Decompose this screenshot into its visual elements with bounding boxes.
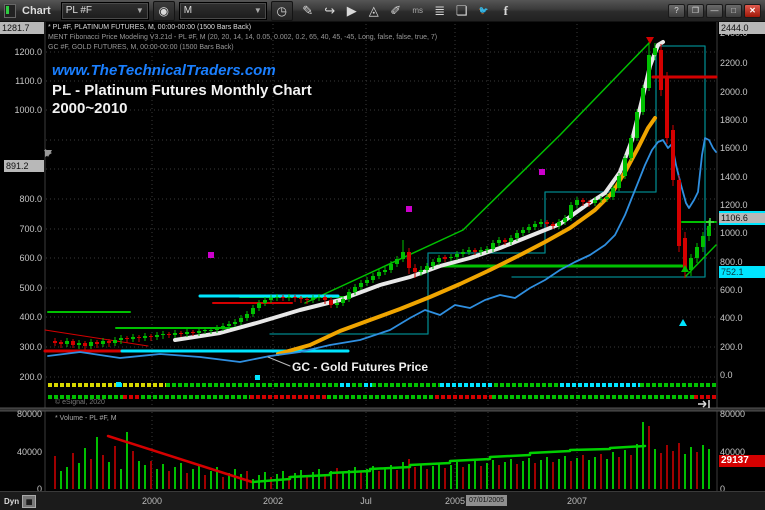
volume-green-trendline bbox=[251, 444, 647, 484]
axis-label: 0 bbox=[36, 484, 42, 494]
app-window-icon bbox=[4, 3, 16, 18]
facebook-tool[interactable]: f bbox=[503, 2, 508, 18]
time-template-button[interactable]: ◷ bbox=[270, 0, 293, 21]
volume-red-trendline bbox=[106, 434, 254, 484]
axis-label: 400.0 bbox=[19, 312, 42, 322]
axis-label: 2200.0 bbox=[720, 58, 748, 68]
markers bbox=[44, 37, 714, 387]
axis-label: 2000.0 bbox=[720, 87, 748, 97]
chart-title: PL - Platinum Futures Monthly Chart 2000… bbox=[52, 82, 312, 117]
axis-label: 700.0 bbox=[19, 224, 42, 234]
axis-label: 800.0 bbox=[19, 194, 42, 204]
orange-ma-line bbox=[276, 116, 657, 356]
cyan-lines bbox=[120, 294, 350, 353]
help-button[interactable]: ? bbox=[668, 3, 685, 18]
white-ma-line bbox=[173, 40, 665, 342]
axis-label: 80000 bbox=[720, 409, 746, 419]
symbol-header-line: * PL #F, PLATINUM FUTURES, M, 00:00-00:0… bbox=[48, 24, 252, 31]
axis-label: 1000.0 bbox=[720, 228, 748, 238]
left-last-price-box: 1281.7 bbox=[0, 22, 44, 34]
axis-label: 400.0 bbox=[720, 313, 743, 323]
axis-label: 300.0 bbox=[19, 342, 42, 352]
axis-label: 80000 bbox=[16, 409, 42, 419]
gold-futures-line bbox=[47, 137, 717, 363]
time-cursor-box: 07/01/2005 bbox=[466, 495, 508, 506]
symbol-header-line: MENT Fibonacci Price Modeling V3.21d - P… bbox=[48, 34, 438, 41]
dyn-button[interactable]: Dyn ▦ bbox=[4, 495, 37, 508]
gold-annotation: GC - Gold Futures Price bbox=[292, 360, 429, 374]
ms-tool[interactable]: ms bbox=[412, 6, 424, 15]
list-tool[interactable]: ≣ bbox=[434, 2, 446, 18]
signal-dot-rows bbox=[48, 383, 716, 399]
axis-label: 1600.0 bbox=[720, 143, 748, 153]
axis-label: 0.0 bbox=[720, 370, 733, 380]
axis-label: 1800.0 bbox=[720, 115, 748, 125]
axis-label: 200.0 bbox=[720, 342, 743, 352]
time-axis-label: 2002 bbox=[262, 496, 284, 506]
time-axis-label: Jul bbox=[360, 496, 372, 506]
goto-end-icon bbox=[698, 400, 710, 408]
axis-label: 40000 bbox=[720, 447, 746, 457]
restore-button[interactable]: ❐ bbox=[687, 3, 704, 18]
chevron-down-icon: ▼ bbox=[253, 6, 262, 15]
axis-label: 1000.0 bbox=[14, 105, 42, 115]
target-icon: ◉ bbox=[158, 3, 169, 18]
volume-last-box: 29137 bbox=[719, 455, 765, 467]
drawing-tools: ✎ ↪ ▶ ◬ ✐ ms ≣ ❏ 🐦 f bbox=[297, 2, 517, 20]
red-lines bbox=[43, 75, 718, 353]
twitter-tool[interactable]: 🐦 bbox=[478, 6, 489, 15]
fib-level-price-box: 752.1 bbox=[719, 266, 765, 278]
play-tool[interactable]: ▶ bbox=[346, 2, 357, 18]
toolbar: Chart PL #F ▼ ◉ M ▼ ◷ ✎ ↪ ▶ ◬ ✐ ms ≣ ❏ 🐦 f ? ❐ — □ ✕ bbox=[0, 0, 765, 22]
volume-study-label: * Volume - PL #F, M bbox=[55, 415, 117, 422]
time-axis-label: 2007 bbox=[566, 496, 588, 506]
axis-label: 40000 bbox=[16, 447, 42, 457]
axis-label: 1200.0 bbox=[14, 47, 42, 57]
minimize-button[interactable]: — bbox=[706, 3, 723, 18]
close-button[interactable]: ✕ bbox=[744, 3, 761, 18]
axis-label: 1100.0 bbox=[15, 76, 42, 86]
maximize-button[interactable]: □ bbox=[725, 3, 742, 18]
alert-tool[interactable]: ◬ bbox=[368, 2, 379, 18]
axis-label: 500.0 bbox=[19, 283, 42, 293]
symbol-header-line: GC #F, GOLD FUTURES, M, 00:00-00:00 (150… bbox=[48, 44, 234, 51]
left-indicator-price-box: 891.2 bbox=[4, 160, 44, 172]
redo-tool[interactable]: ↪ bbox=[324, 2, 336, 18]
axis-label: 1400.0 bbox=[720, 172, 748, 182]
chevron-down-icon: ▼ bbox=[135, 6, 144, 15]
chat-tool[interactable]: ❏ bbox=[455, 2, 468, 18]
annotation-pointer bbox=[267, 356, 291, 367]
watermark-link[interactable]: www.TheTechnicalTraders.com bbox=[52, 62, 276, 79]
time-axis-label: 2005 bbox=[444, 496, 466, 506]
axis-label: 200.0 bbox=[19, 372, 42, 382]
clock-icon: ◷ bbox=[276, 3, 287, 18]
window-controls: ? ❐ — □ ✕ bbox=[666, 3, 761, 18]
dyn-lock-icon: ▦ bbox=[22, 495, 37, 508]
chart-canvas[interactable] bbox=[0, 22, 765, 510]
goto-symbol-button[interactable]: ◉ bbox=[152, 0, 175, 21]
symbol-combo[interactable]: PL #F ▼ bbox=[60, 1, 149, 20]
interval-combo[interactable]: M ▼ bbox=[178, 1, 267, 20]
axis-label: 600.0 bbox=[720, 285, 743, 295]
marker-tool[interactable]: ✐ bbox=[390, 2, 402, 18]
candles bbox=[53, 42, 711, 350]
right-last-price-box: 2444.0 bbox=[719, 22, 765, 34]
fib-envelope bbox=[269, 45, 706, 335]
pane-borders bbox=[0, 22, 765, 491]
window-title: Chart bbox=[22, 4, 51, 17]
time-axis-label: 2000 bbox=[141, 496, 163, 506]
time-axis[interactable]: Dyn ▦ 2000 2002 Jul 2005 2007 07/01/2005 bbox=[0, 491, 765, 510]
axis-label: 1200.0 bbox=[720, 200, 748, 210]
axis-label: 800.0 bbox=[720, 257, 743, 267]
pencil-tool[interactable]: ✎ bbox=[302, 2, 314, 18]
copyright-text: © eSignal, 2020 bbox=[55, 399, 105, 406]
gridlines bbox=[46, 24, 716, 490]
pl-last-price-box: 1106.6 bbox=[719, 211, 765, 225]
axis-label: 600.0 bbox=[19, 253, 42, 263]
axis-label: 0 bbox=[720, 484, 726, 494]
